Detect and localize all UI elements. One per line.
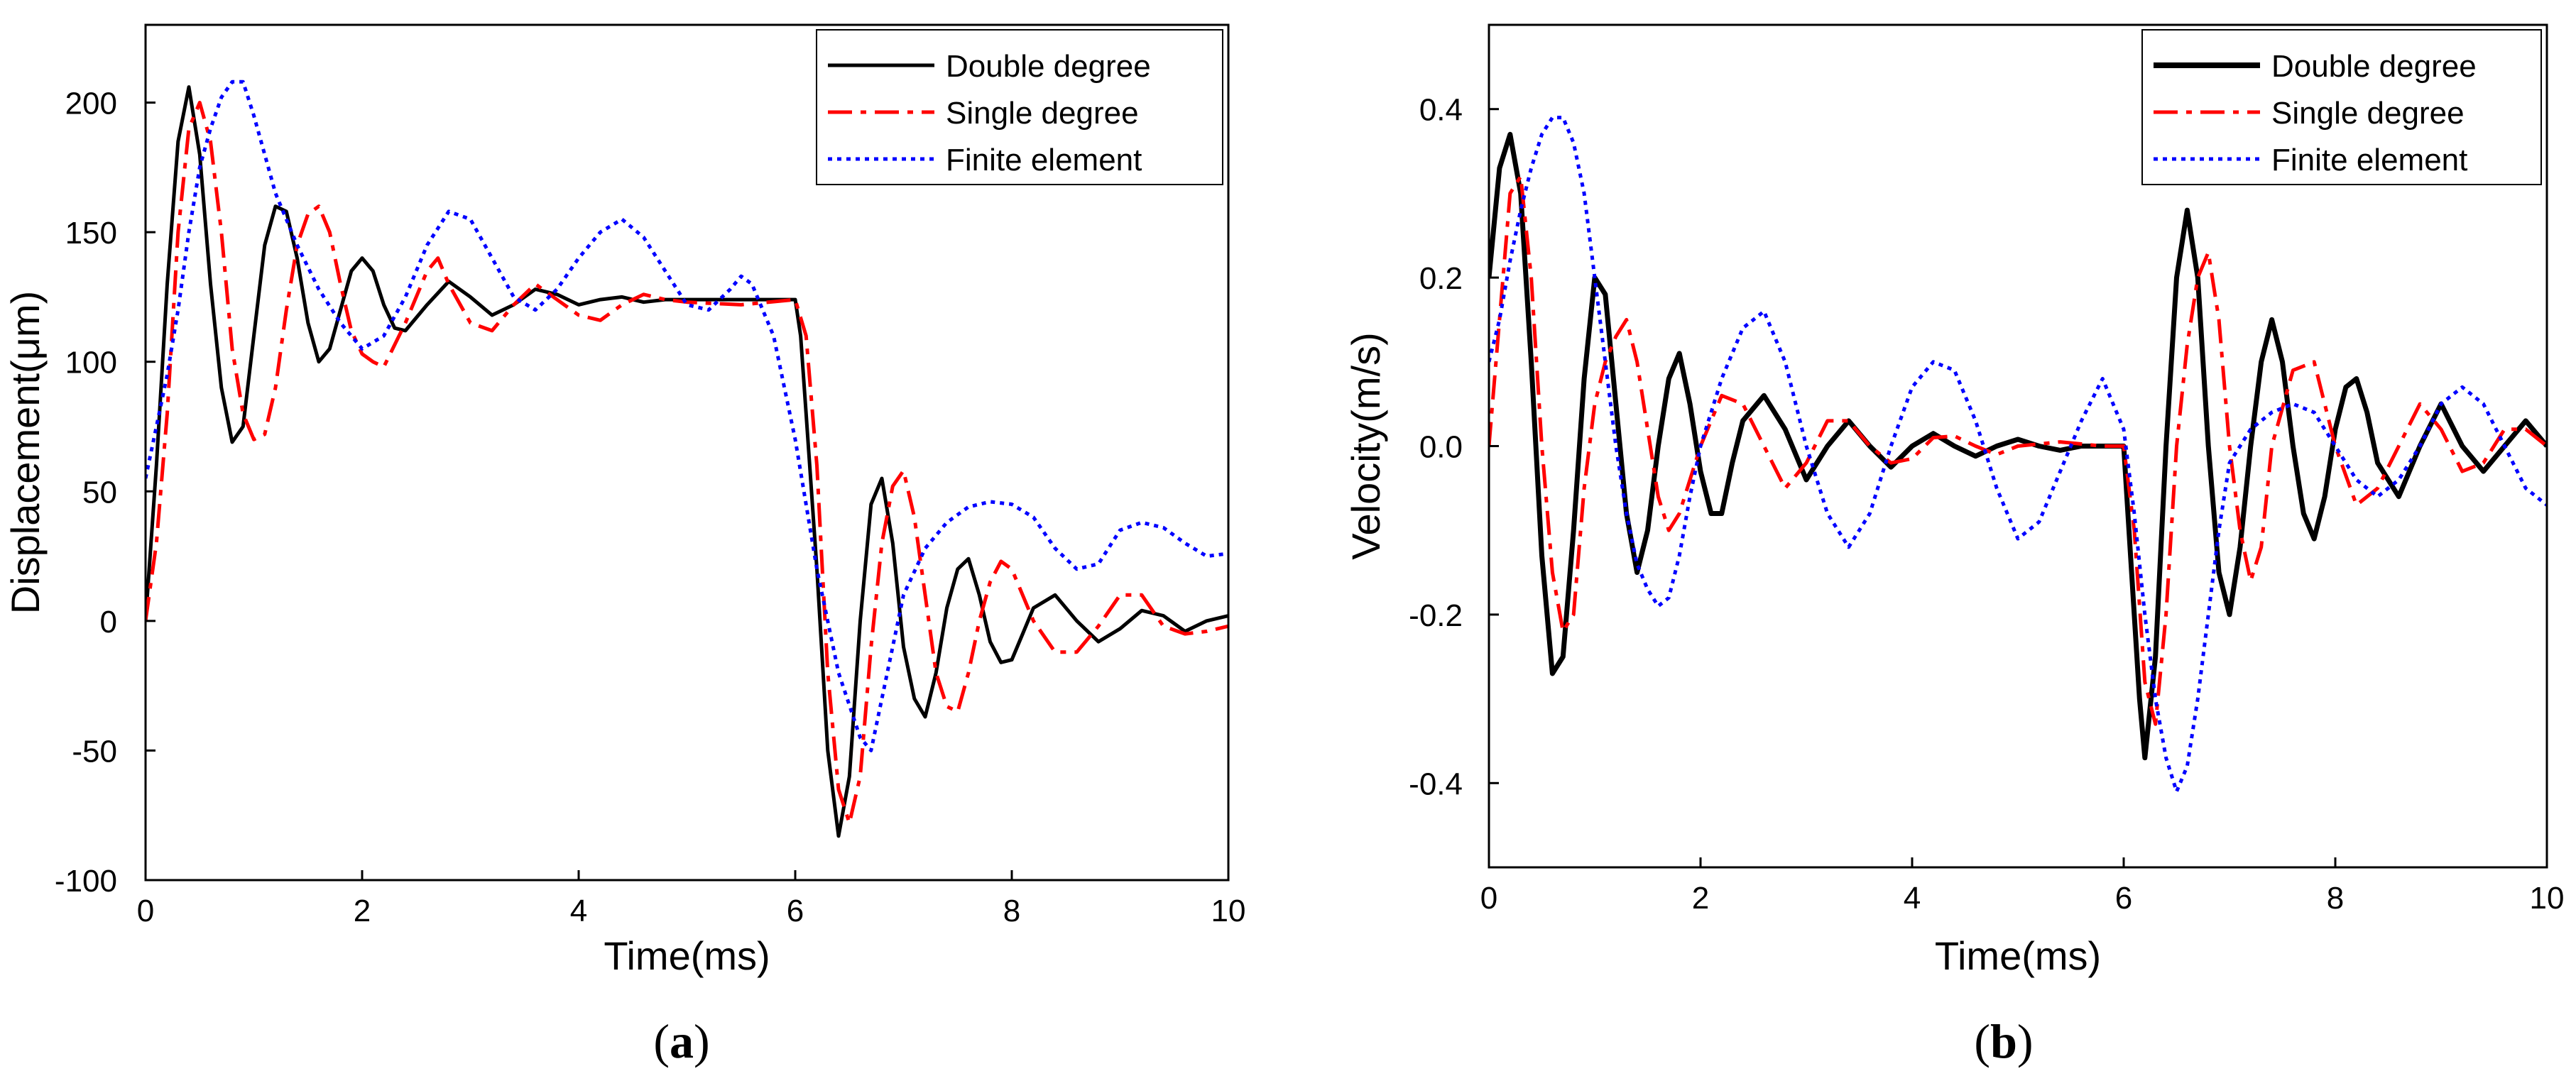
x-tick-label: 4 <box>1904 881 1921 916</box>
x-tick-label: 0 <box>137 894 154 928</box>
y-axis-label: Displacement(μm) <box>3 291 48 614</box>
caption-close-paren: ) <box>694 1014 710 1068</box>
caption-letter: a <box>670 1014 694 1068</box>
caption-letter: b <box>1990 1014 2017 1068</box>
series-line-single-degree <box>146 101 1228 825</box>
y-tick-label: 0 <box>100 605 117 639</box>
x-tick-label: 6 <box>2115 881 2132 916</box>
legend: Double degree Single degree Finite element <box>2141 29 2542 185</box>
caption-open-paren: ( <box>1974 1014 1990 1068</box>
legend-box <box>2141 29 2542 185</box>
y-tick-label: 50 <box>82 475 117 510</box>
x-tick-label: 2 <box>354 894 371 928</box>
panel-caption: (b) <box>1974 1014 2033 1068</box>
y-tick-label: -0.2 <box>1409 598 1463 633</box>
legend-label: Finite element <box>2271 143 2467 177</box>
plot-frame <box>144 23 1230 882</box>
series-line-double-degree <box>146 85 1228 838</box>
x-tick-label: 8 <box>1003 894 1020 928</box>
y-tick-label: 100 <box>65 346 117 380</box>
y-tick-label: 150 <box>65 216 117 251</box>
x-tick-label: 6 <box>787 894 804 928</box>
x-axis-label: Time(ms) <box>1935 933 2101 978</box>
series-line-finite-element <box>146 79 1228 752</box>
x-tick-label: 2 <box>1692 881 1709 916</box>
chart-panel-b: 0 2 4 6 8 10 -0.4 -0.2 0.0 0.2 0.4 Time(ms) Velocity… <box>1343 23 2565 1068</box>
y-tick-label: -50 <box>72 734 117 769</box>
y-tick-label: -0.4 <box>1409 767 1463 801</box>
y-tick-label: 0.2 <box>1419 261 1463 296</box>
x-tick-label: 10 <box>1211 894 1246 928</box>
legend-label: Single degree <box>2271 96 2465 131</box>
x-tick-label: 10 <box>2530 881 2565 916</box>
caption-open-paren: ( <box>653 1014 670 1068</box>
x-tick-label: 4 <box>570 894 587 928</box>
y-tick-label: 200 <box>65 87 117 121</box>
y-tick-label: 0.4 <box>1419 93 1463 128</box>
legend-label: Single degree <box>946 96 1139 131</box>
y-tick-label: -100 <box>55 864 117 899</box>
y-tick-label: 0.0 <box>1419 430 1463 465</box>
series-line-finite-element <box>1489 116 2547 794</box>
panel-caption: (a) <box>653 1014 709 1068</box>
legend-label: Finite element <box>946 143 1142 177</box>
x-axis-label: Time(ms) <box>604 933 770 978</box>
series-line-double-degree <box>1489 131 2547 761</box>
series-line-single-degree <box>1489 175 2547 726</box>
legend-label: Double degree <box>946 49 1151 84</box>
caption-close-paren: ) <box>2017 1014 2034 1068</box>
x-tick-label: 0 <box>1480 881 1497 916</box>
x-tick-label: 8 <box>2327 881 2344 916</box>
y-axis-label: Velocity(m/s) <box>1343 332 1388 560</box>
legend-label: Double degree <box>2271 49 2477 84</box>
legend: Double degree Single degree Finite element <box>816 29 1223 185</box>
chart-panel-a: 0 2 4 6 8 10 -100 -50 0 50 100 150 200 Time(ms) Displa… <box>3 23 1246 1068</box>
